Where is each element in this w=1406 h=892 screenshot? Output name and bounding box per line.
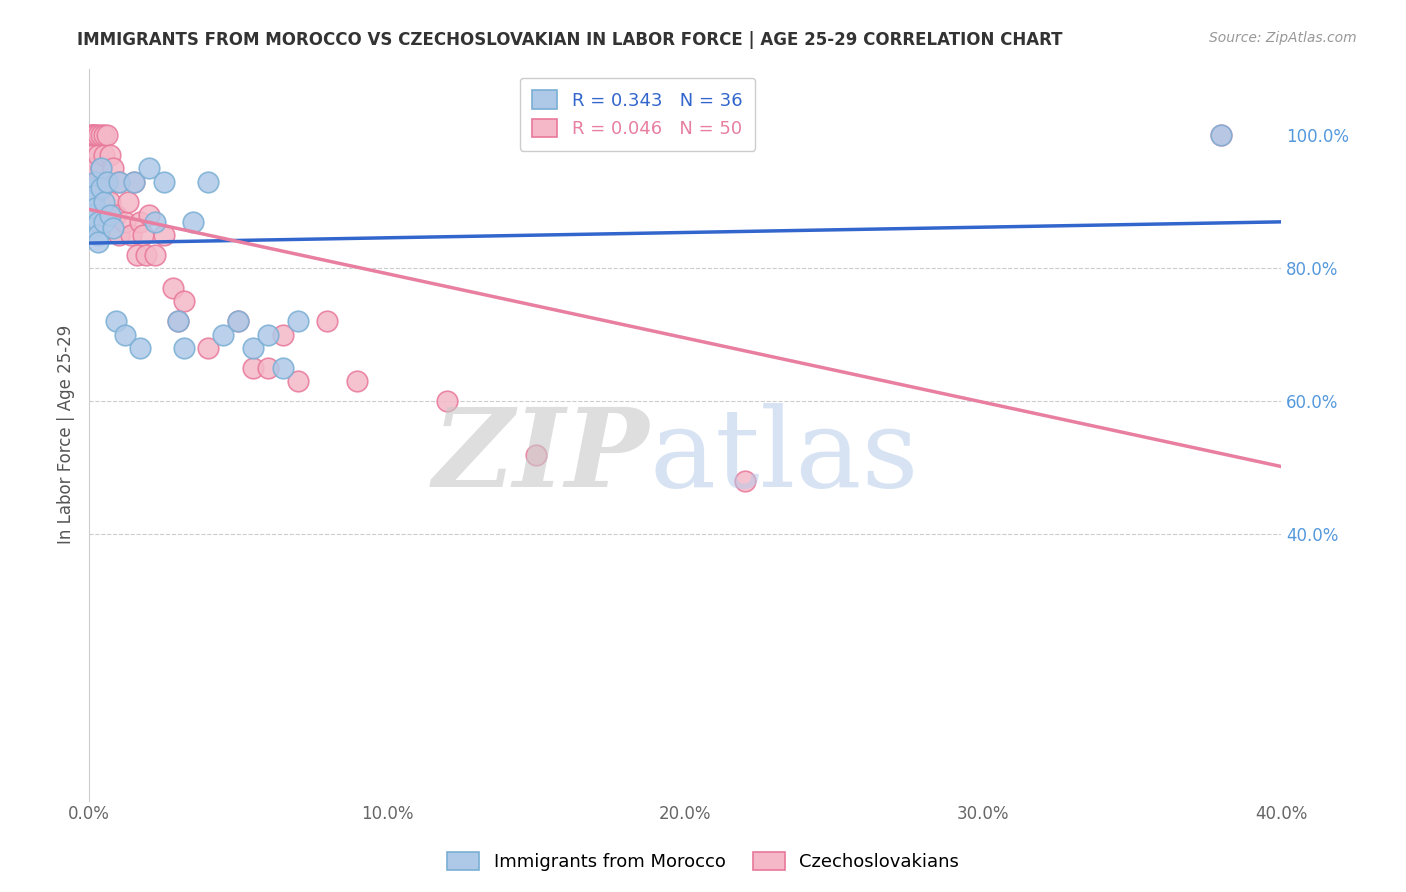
Point: [80, 128, 103, 142]
Point: [316, 314, 339, 328]
Point: [93, 194, 115, 209]
Point: [87, 128, 110, 142]
Point: [93, 175, 115, 189]
Legend: Immigrants from Morocco, Czechoslovakians: Immigrants from Morocco, Czechoslovakian…: [440, 845, 966, 879]
Point: [101, 221, 124, 235]
Point: [1211, 128, 1233, 142]
Point: [101, 161, 124, 176]
Point: [90, 161, 112, 176]
Point: [152, 175, 174, 189]
Point: [108, 175, 131, 189]
Point: [93, 148, 115, 162]
Point: [93, 214, 115, 228]
Legend: R = 0.343   N = 36, R = 0.046   N = 50: R = 0.343 N = 36, R = 0.046 N = 50: [520, 78, 755, 151]
Point: [98, 148, 121, 162]
Point: [87, 227, 110, 242]
Point: [93, 128, 115, 142]
Point: [87, 175, 110, 189]
Text: IMMIGRANTS FROM MOROCCO VS CZECHOSLOVAKIAN IN LABOR FORCE | AGE 25-29 CORRELATIO: IMMIGRANTS FROM MOROCCO VS CZECHOSLOVAKI…: [77, 31, 1063, 49]
Point: [271, 327, 294, 342]
Point: [80, 181, 103, 195]
Point: [173, 341, 195, 355]
Point: [436, 394, 458, 409]
Point: [122, 175, 145, 189]
Point: [87, 148, 110, 162]
Point: [80, 208, 103, 222]
Point: [135, 248, 157, 262]
Point: [128, 214, 150, 228]
Point: [138, 208, 160, 222]
Point: [242, 361, 264, 376]
Point: [84, 161, 107, 176]
Point: [84, 128, 107, 142]
Text: ZIP: ZIP: [433, 403, 650, 510]
Point: [226, 314, 249, 328]
Point: [257, 327, 280, 342]
Point: [226, 314, 249, 328]
Point: [152, 227, 174, 242]
Point: [734, 474, 756, 488]
Point: [104, 208, 127, 222]
Point: [108, 175, 131, 189]
Point: [104, 314, 127, 328]
Point: [287, 314, 309, 328]
Point: [271, 361, 294, 376]
Point: [108, 227, 131, 242]
Point: [80, 148, 103, 162]
Point: [80, 194, 103, 209]
Point: [1211, 128, 1233, 142]
Point: [197, 341, 219, 355]
Point: [114, 327, 136, 342]
Point: [80, 161, 103, 176]
Point: [84, 175, 107, 189]
Point: [167, 314, 190, 328]
Text: Source: ZipAtlas.com: Source: ZipAtlas.com: [1209, 31, 1357, 45]
Point: [173, 294, 195, 309]
Point: [87, 235, 110, 249]
Point: [84, 128, 107, 142]
Point: [90, 128, 112, 142]
Point: [96, 175, 118, 189]
Point: [122, 175, 145, 189]
Point: [90, 161, 112, 176]
Point: [80, 221, 103, 235]
Point: [80, 128, 103, 142]
Point: [87, 214, 110, 228]
Point: [212, 327, 235, 342]
Point: [125, 248, 148, 262]
Point: [128, 341, 150, 355]
Point: [96, 128, 118, 142]
Point: [120, 227, 142, 242]
Point: [242, 341, 264, 355]
Point: [131, 227, 153, 242]
Text: atlas: atlas: [650, 403, 920, 510]
Point: [98, 208, 121, 222]
Point: [183, 214, 205, 228]
Point: [257, 361, 280, 376]
Point: [90, 181, 112, 195]
Point: [143, 214, 166, 228]
Point: [167, 314, 190, 328]
Point: [197, 175, 219, 189]
Point: [346, 374, 368, 388]
Point: [98, 194, 121, 209]
Point: [84, 202, 107, 216]
Point: [524, 448, 547, 462]
Point: [114, 214, 136, 228]
Point: [287, 374, 309, 388]
Point: [138, 161, 160, 176]
Y-axis label: In Labor Force | Age 25-29: In Labor Force | Age 25-29: [58, 325, 75, 544]
Point: [162, 281, 184, 295]
Point: [80, 128, 103, 142]
Point: [117, 194, 139, 209]
Point: [84, 188, 107, 202]
Point: [143, 248, 166, 262]
Point: [96, 175, 118, 189]
